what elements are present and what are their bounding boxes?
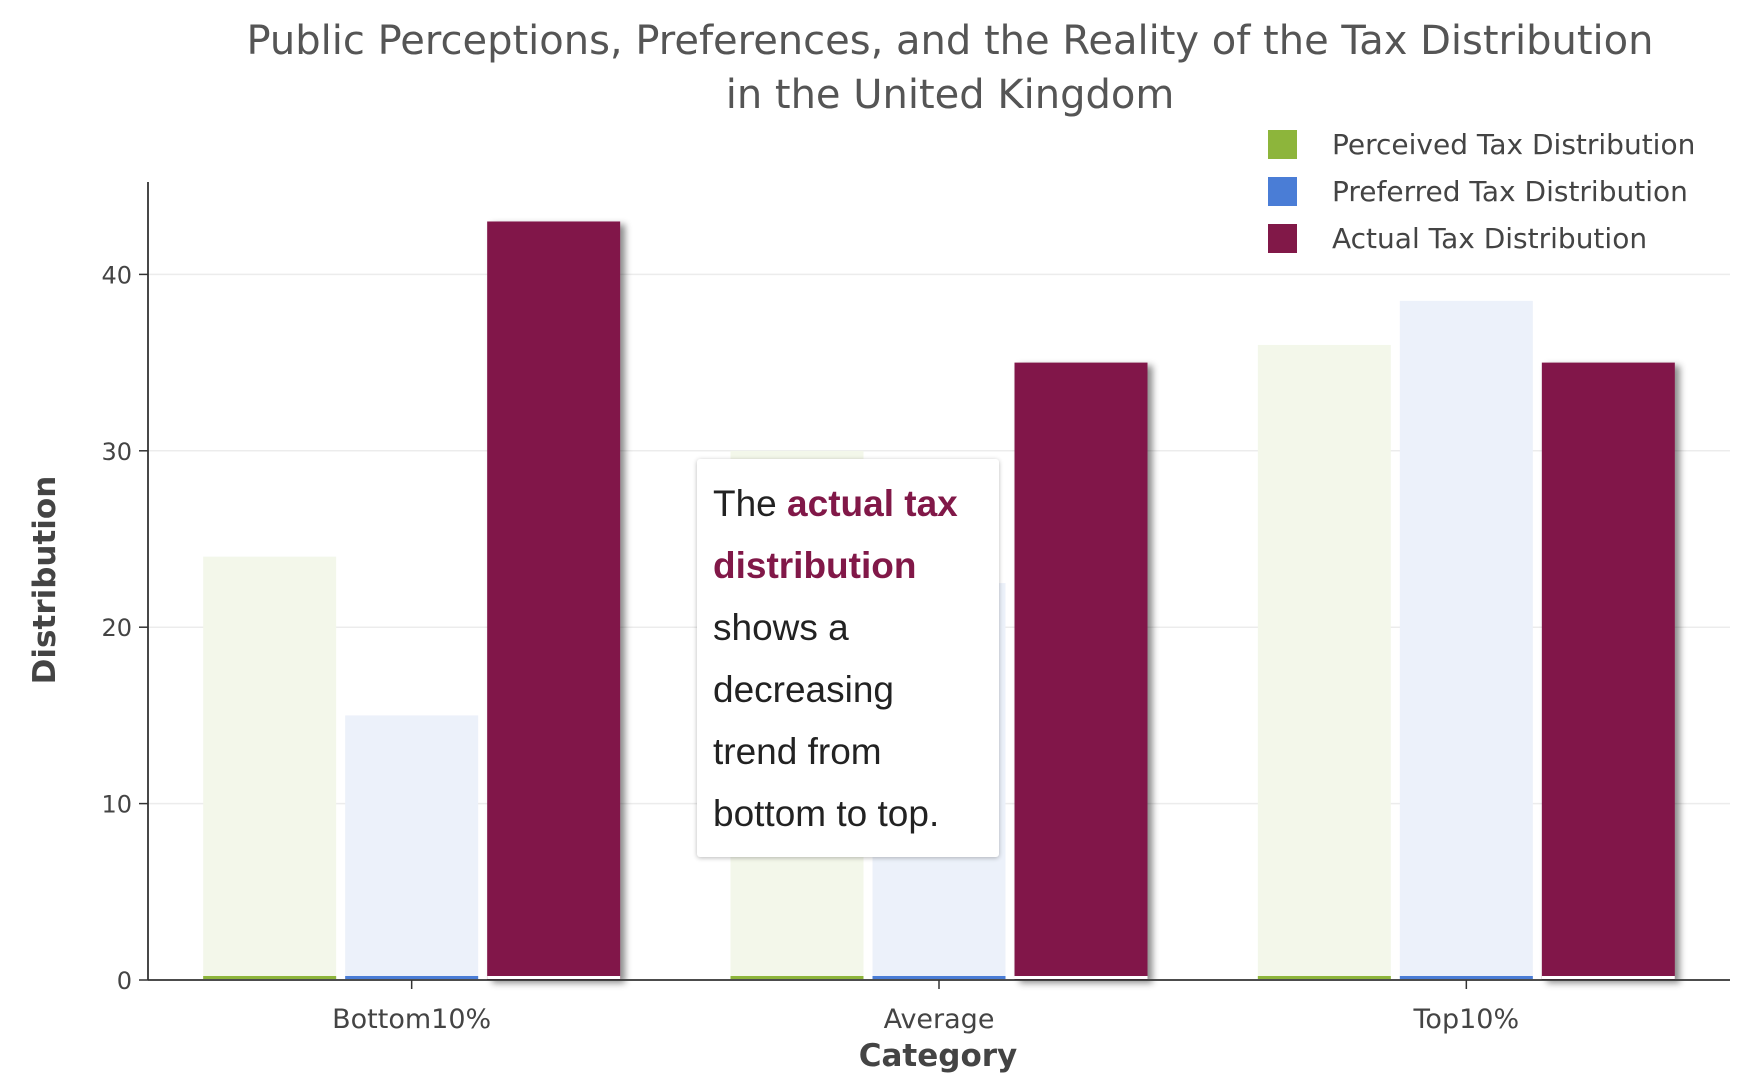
bar-preferred-3 (1399, 300, 1533, 980)
legend-label: Actual Tax Distribution (1332, 222, 1647, 255)
bar-base-strip (1399, 976, 1533, 979)
bar-base-strip (730, 976, 864, 979)
chart-title-line-1: Public Perceptions, Preferences, and the… (246, 18, 1654, 64)
bar-actual-2 (1014, 362, 1148, 981)
x-tick-label: Average (884, 1004, 995, 1035)
legend-swatch (1268, 177, 1297, 206)
bar-perceived-3 (1257, 344, 1391, 981)
axes: 0 10 20 30 40 Bottom10% Average Top10% Category D… (27, 182, 1730, 1074)
bar-preferred-1 (345, 715, 479, 980)
bar-actual-1 (487, 221, 621, 981)
legend-swatch (1268, 224, 1297, 253)
x-tick-label: Top10% (1413, 1004, 1520, 1035)
chart-title: Public Perceptions, Preferences, and the… (140, 14, 1760, 122)
bar-base-strip (1541, 976, 1675, 979)
legend: Perceived Tax Distribution Preferred Tax … (1268, 128, 1695, 255)
chart-title-line-2: in the United Kingdom (725, 72, 1175, 118)
y-tick-label: 0 (117, 967, 132, 995)
bar-base-strip (203, 976, 337, 979)
x-tick-label: Bottom10% (332, 1004, 491, 1035)
bar-base-strip (872, 976, 1006, 979)
y-axis-title: Distribution (27, 476, 63, 685)
annotation-prefix: The (713, 483, 788, 524)
annotation-box: The actual tax distribution shows a decr… (697, 459, 999, 857)
annotation-suffix: shows a decreasing trend from bottom to … (713, 607, 940, 834)
bar-base-strip (1014, 976, 1148, 979)
bar-base-strip (345, 976, 479, 979)
y-tick-label: 30 (101, 438, 132, 466)
y-tick-label: 20 (101, 614, 132, 642)
bar-perceived-1 (203, 556, 337, 980)
annotation-highlight: actual tax distribution (713, 483, 958, 586)
legend-label: Perceived Tax Distribution (1332, 128, 1695, 161)
y-tick-label: 10 (101, 791, 132, 819)
bar-base-strip (487, 976, 621, 979)
bar-actual-3 (1541, 362, 1675, 981)
y-tick-label: 40 (101, 261, 132, 289)
x-axis-title: Category (859, 1038, 1018, 1074)
legend-label: Preferred Tax Distribution (1332, 175, 1688, 208)
bar-base-strip (1257, 976, 1391, 979)
legend-swatch (1268, 130, 1297, 159)
